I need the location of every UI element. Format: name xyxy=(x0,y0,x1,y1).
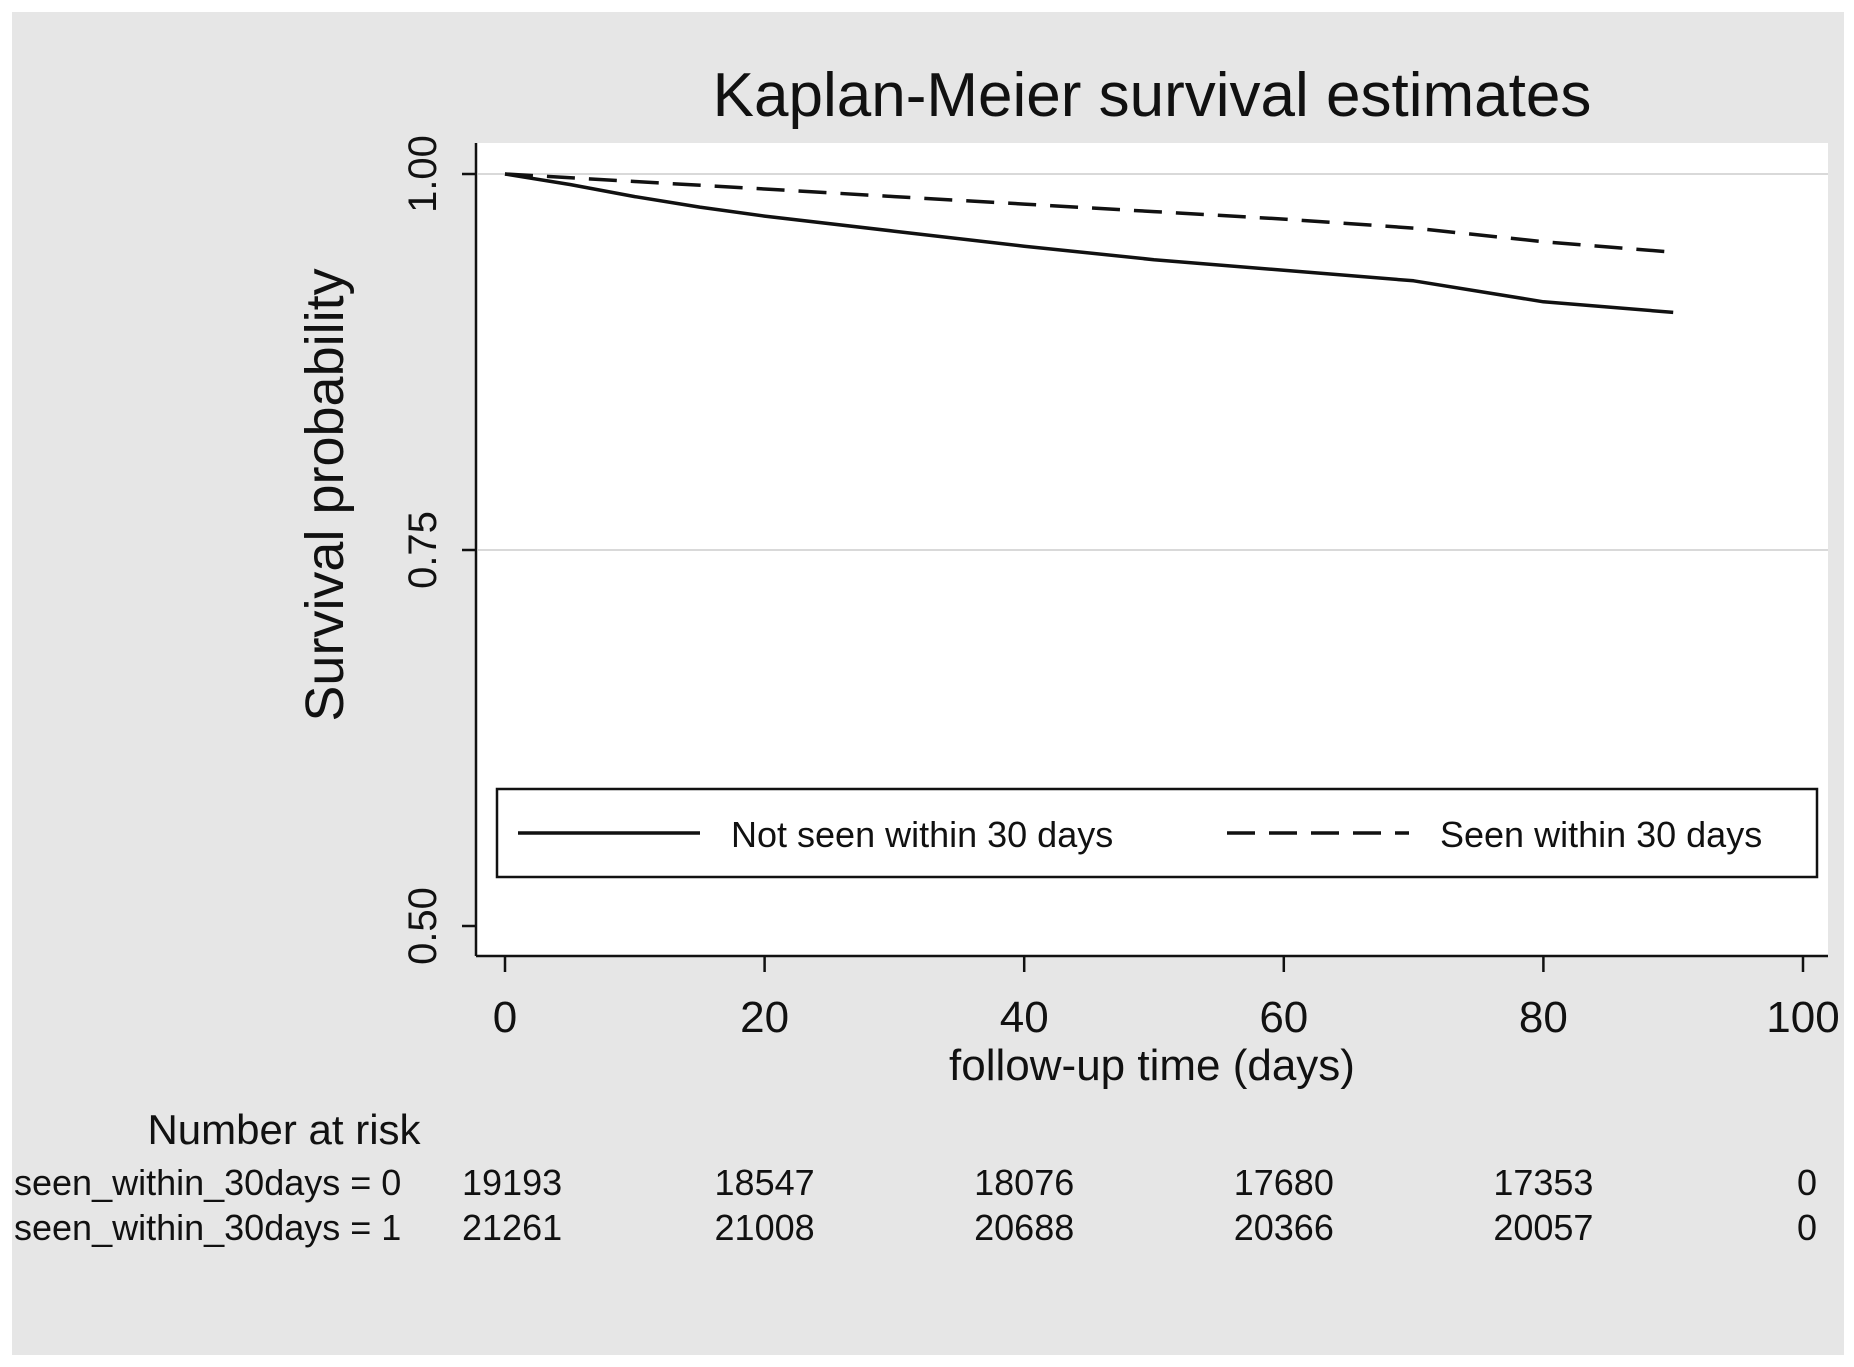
risk-value-1-3: 20366 xyxy=(1234,1207,1334,1248)
legend-label-seen: Seen within 30 days xyxy=(1440,814,1762,855)
x-tick-label-3: 60 xyxy=(1259,993,1308,1042)
x-tick-label-4: 80 xyxy=(1519,993,1568,1042)
x-tick-label-2: 40 xyxy=(1000,993,1049,1042)
risk-value-0-4: 17353 xyxy=(1493,1162,1593,1203)
risk-value-0-5: 0 xyxy=(1797,1162,1817,1203)
risk-value-1-2: 20688 xyxy=(974,1207,1074,1248)
y-axis-ticks: 0.50 0.75 1.00 xyxy=(401,135,476,965)
risk-value-0-2: 18076 xyxy=(974,1162,1074,1203)
risk-value-1-5: 0 xyxy=(1797,1207,1817,1248)
risk-value-0-3: 17680 xyxy=(1234,1162,1334,1203)
chart-title: Kaplan-Meier survival estimates xyxy=(713,61,1592,130)
risk-value-1-0: 21261 xyxy=(462,1207,562,1248)
x-tick-label-1: 20 xyxy=(740,993,789,1042)
series-line-not-seen xyxy=(504,172,1674,315)
x-tick-label-5: 100 xyxy=(1766,993,1839,1042)
legend: Not seen within 30 days Seen within 30 d… xyxy=(495,787,1819,879)
risk-table: Number at risk seen_within_30days = 0 se… xyxy=(14,1106,1817,1248)
x-tick-label-0: 0 xyxy=(493,993,517,1042)
x-axis-label: follow-up time (days) xyxy=(949,1041,1355,1090)
risk-value-1-1: 21008 xyxy=(715,1207,815,1248)
y-tick-label-1: 0.75 xyxy=(401,511,445,589)
risk-row-label-0: seen_within_30days = 0 xyxy=(14,1162,401,1203)
legend-box xyxy=(495,787,1819,879)
y-tick-label-2: 1.00 xyxy=(401,135,445,213)
risk-value-0-1: 18547 xyxy=(715,1162,815,1203)
series-layer xyxy=(504,172,1674,315)
series-line-seen xyxy=(504,172,1674,254)
y-tick-label-0: 0.50 xyxy=(401,887,445,965)
risk-table-title: Number at risk xyxy=(147,1106,421,1153)
x-axis-ticks: 0 20 40 60 80 100 xyxy=(493,956,1840,1042)
y-axis-label: Survival probability xyxy=(295,268,355,721)
risk-value-0-0: 19193 xyxy=(462,1162,562,1203)
legend-label-not-seen: Not seen within 30 days xyxy=(731,814,1113,855)
risk-values: 19193 18547 18076 17680 17353 0 21261 21008 2068… xyxy=(462,1162,1817,1248)
grid-lines xyxy=(478,173,1828,551)
risk-row-label-1: seen_within_30days = 1 xyxy=(14,1207,401,1248)
risk-value-1-4: 20057 xyxy=(1493,1207,1593,1248)
